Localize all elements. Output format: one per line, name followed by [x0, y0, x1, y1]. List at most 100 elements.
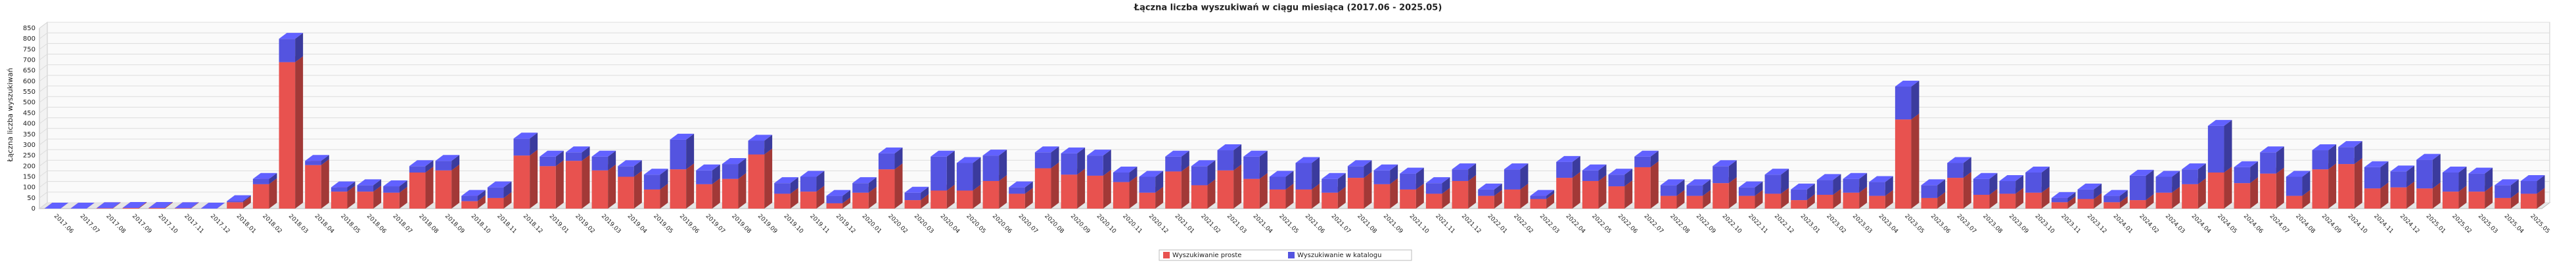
- bar-segment: [722, 178, 739, 209]
- bar-side: [2250, 161, 2259, 184]
- bar-side: [999, 150, 1007, 181]
- bar-top: [618, 160, 642, 167]
- bar-segment: [1373, 184, 1391, 209]
- bar-side: [269, 173, 277, 184]
- bar-side: [712, 164, 720, 184]
- bar-top: [1791, 183, 1815, 190]
- bar-segment: [1869, 182, 1885, 196]
- y-tick-label: 650: [23, 68, 35, 75]
- bar-top: [174, 202, 199, 209]
- bar-segment: [435, 161, 452, 171]
- bar-segment: [618, 176, 634, 209]
- bar-top: [200, 203, 225, 209]
- bar-top: [1947, 157, 1971, 163]
- bar-side: [1806, 183, 1815, 201]
- bar-side: [2302, 190, 2311, 209]
- bar-side: [1520, 183, 1529, 209]
- bar-segment: [1973, 194, 1990, 209]
- bar-segment: [748, 140, 765, 155]
- grid-line-side: [39, 64, 48, 71]
- bar-top: [96, 202, 121, 209]
- bar-top: [461, 190, 486, 196]
- bar-segment: [2338, 164, 2355, 209]
- bar-segment: [435, 170, 452, 209]
- bar-side: [1233, 164, 1242, 209]
- grid-line-side: [39, 149, 48, 156]
- bar-segment: [2416, 188, 2433, 209]
- bar-top: [2104, 190, 2128, 196]
- bar-side: [2406, 165, 2415, 188]
- bar-segment: [1738, 187, 1755, 196]
- legend-swatch: [1288, 252, 1295, 258]
- bar-segment: [722, 164, 739, 179]
- bar-segment: [956, 163, 973, 191]
- bar-top: [1113, 167, 1138, 173]
- bar-side: [1728, 177, 1737, 209]
- bar-side: [1755, 190, 1763, 209]
- bar-segment: [357, 192, 374, 209]
- bar-segment: [2077, 189, 2094, 199]
- bar-side: [1103, 150, 1111, 176]
- bar-side: [1963, 157, 1971, 178]
- bar-segment: [2207, 125, 2224, 173]
- bar-top: [44, 203, 69, 209]
- bar-side: [1024, 181, 1033, 194]
- bar-segment: [2260, 173, 2276, 209]
- bar-side: [921, 186, 929, 201]
- bar-side: [764, 134, 773, 155]
- bar-segment: [1322, 178, 1338, 193]
- bar-segment: [2129, 175, 2146, 201]
- grid-line-side: [39, 138, 48, 146]
- bar-segment: [383, 192, 400, 209]
- bar-top: [2129, 169, 2154, 176]
- bar-segment: [279, 62, 296, 209]
- bar-segment: [409, 166, 426, 173]
- bar-side: [399, 186, 407, 209]
- bar-segment: [591, 156, 609, 171]
- bar-top: [1034, 146, 1059, 153]
- bar-side: [1989, 173, 1998, 195]
- bar-segment: [904, 200, 921, 209]
- bar-side: [1468, 163, 1477, 181]
- bar-side: [1494, 190, 1502, 209]
- bar-side: [2537, 188, 2545, 209]
- bar-segment: [1530, 199, 1547, 209]
- bar-side: [2119, 190, 2128, 203]
- bar-segment: [1034, 152, 1051, 169]
- bar-top: [2182, 163, 2206, 170]
- bar-side: [633, 160, 642, 177]
- bar-top: [2520, 174, 2545, 181]
- bar-top: [2338, 141, 2362, 148]
- bar-top: [513, 132, 538, 139]
- bar-segment: [1999, 194, 2016, 209]
- bar-segment: [383, 186, 400, 193]
- bar-segment: [748, 154, 765, 209]
- bar-segment: [2051, 202, 2068, 209]
- bar-segment: [1061, 174, 1078, 209]
- bar-top: [1973, 173, 1998, 179]
- bar-segment: [357, 185, 374, 192]
- legend-label: Wyszukiwanie w katalogu: [1297, 252, 1381, 259]
- bar-segment: [852, 192, 869, 209]
- bar-side: [242, 195, 251, 203]
- y-tick-label: 600: [23, 78, 35, 85]
- bar-segment: [2155, 192, 2173, 209]
- bar-side: [1624, 169, 1633, 187]
- bar-side: [139, 202, 147, 209]
- bar-side: [2146, 194, 2154, 209]
- bar-segment: [2182, 169, 2198, 184]
- bar-side: [686, 163, 695, 209]
- bar-side: [295, 33, 304, 62]
- bar-segment: [956, 190, 973, 209]
- bar-segment: [2077, 199, 2094, 209]
- bar-side: [2015, 174, 2024, 194]
- bar-side: [2146, 169, 2154, 201]
- y-tick-label: 700: [23, 57, 35, 64]
- bar-side: [2354, 141, 2362, 165]
- bar-segment: [279, 39, 296, 62]
- bar-segment: [1530, 195, 1547, 199]
- bar-top: [2468, 167, 2493, 174]
- bar-segment: [2207, 173, 2224, 209]
- bar-side: [1337, 186, 1346, 209]
- bar-side: [686, 133, 695, 170]
